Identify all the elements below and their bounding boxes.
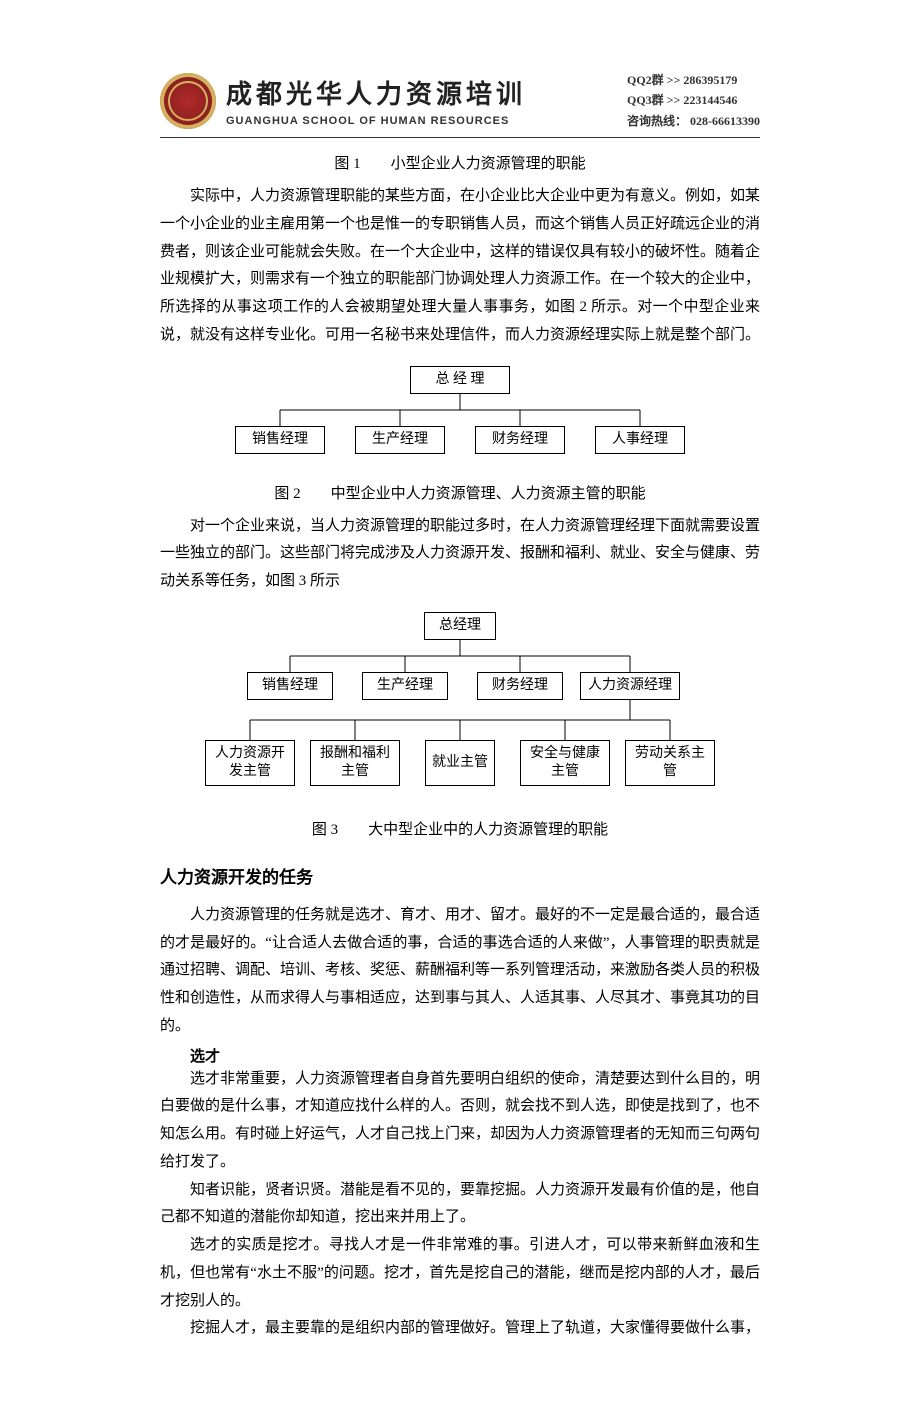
paragraph-3: 人力资源管理的任务就是选才、育才、用才、留才。最好的不一定是最合适的，最合适的才…	[160, 902, 760, 1041]
page: 成都光华人力资源培训 GUANGHUA SCHOOL OF HUMAN RESO…	[0, 0, 920, 1403]
hotline-number: 028-66613390	[690, 114, 760, 128]
qq2-number: 286395179	[683, 73, 737, 87]
contact-block: QQ2群 >> 286395179 QQ3群 >> 223144546 咨询热线…	[627, 70, 760, 131]
content-column: 成都光华人力资源培训 GUANGHUA SCHOOL OF HUMAN RESO…	[160, 70, 760, 1343]
fig3-bot-2: 就业主管	[425, 740, 495, 786]
xuancai-p4: 挖掘人才，最主要靠的是组织内部的管理做好。管理上了轨道，大家懂得要做什么事，	[160, 1315, 760, 1343]
fig3-caption: 图 3 大中型企业中的人力资源管理的职能	[160, 818, 760, 839]
hotline-label: 咨询热线：	[627, 114, 687, 128]
qq2-line: QQ2群 >> 286395179	[627, 70, 760, 90]
qq2-label: QQ2群 >>	[627, 73, 680, 87]
qq3-label: QQ3群 >>	[627, 93, 680, 107]
fig2-node-0: 销售经理	[235, 426, 325, 454]
fig3-bot-0: 人力资源开发主管	[205, 740, 295, 786]
fig3-top: 总经理	[424, 612, 496, 640]
brand-text: 成都光华人力资源培训 GUANGHUA SCHOOL OF HUMAN RESO…	[226, 74, 526, 127]
xuancai-p3: 选才的实质是挖才。寻找人才是一件非常难的事。引进人才，可以带来新鲜血液和生机，但…	[160, 1232, 760, 1315]
page-header: 成都光华人力资源培训 GUANGHUA SCHOOL OF HUMAN RESO…	[160, 70, 760, 138]
xuancai-p2: 知者识能，贤者识贤。潜能是看不见的，要靠挖掘。人力资源开发最有价值的是，他自己都…	[160, 1177, 760, 1233]
brand-block: 成都光华人力资源培训 GUANGHUA SCHOOL OF HUMAN RESO…	[160, 73, 526, 129]
fig2-node-3: 人事经理	[595, 426, 685, 454]
fig3-mid-0: 销售经理	[247, 672, 333, 700]
qq3-number: 223144546	[683, 93, 737, 107]
qq3-line: QQ3群 >> 223144546	[627, 90, 760, 110]
brand-name-cn: 成都光华人力资源培训	[226, 74, 526, 111]
hotline-line: 咨询热线： 028-66613390	[627, 111, 760, 131]
fig3-mid-1: 生产经理	[362, 672, 448, 700]
fig2-node-2: 财务经理	[475, 426, 565, 454]
fig2-node-1: 生产经理	[355, 426, 445, 454]
xuancai-p1: 选才非常重要，人力资源管理者自身首先要明白组织的使命，清楚要达到什么目的，明白要…	[160, 1066, 760, 1177]
section-title-hrd: 人力资源开发的任务	[160, 863, 760, 888]
paragraph-2: 对一个企业来说，当人力资源管理的职能过多时，在人力资源管理经理下面就需要设置一些…	[160, 513, 760, 596]
fig3-chart: 总经理 销售经理 生产经理 财务经理 人力资源经理 人力资源开发主管 报酬和福利…	[200, 612, 720, 812]
fig3-bot-1: 报酬和福利主管	[310, 740, 400, 786]
fig3-mid-2: 财务经理	[477, 672, 563, 700]
paragraph-1: 实际中，人力资源管理职能的某些方面，在小企业比大企业中更为有意义。例如，如某一个…	[160, 183, 760, 350]
fig3-bot-3: 安全与健康主管	[520, 740, 610, 786]
fig3-bot-4: 劳动关系主管	[625, 740, 715, 786]
fig2-chart: 总 经 理 销售经理 生产经理 财务经理 人事经理	[230, 366, 690, 476]
fig3-mid-3: 人力资源经理	[580, 672, 680, 700]
fig1-caption: 图 1 小型企业人力资源管理的职能	[160, 152, 760, 173]
fig2-caption: 图 2 中型企业中人力资源管理、人力资源主管的职能	[160, 482, 760, 503]
subhead-xuancai: 选才	[160, 1045, 760, 1066]
school-logo	[160, 73, 216, 129]
fig2-top: 总 经 理	[410, 366, 510, 394]
brand-name-en: GUANGHUA SCHOOL OF HUMAN RESOURCES	[226, 115, 526, 127]
